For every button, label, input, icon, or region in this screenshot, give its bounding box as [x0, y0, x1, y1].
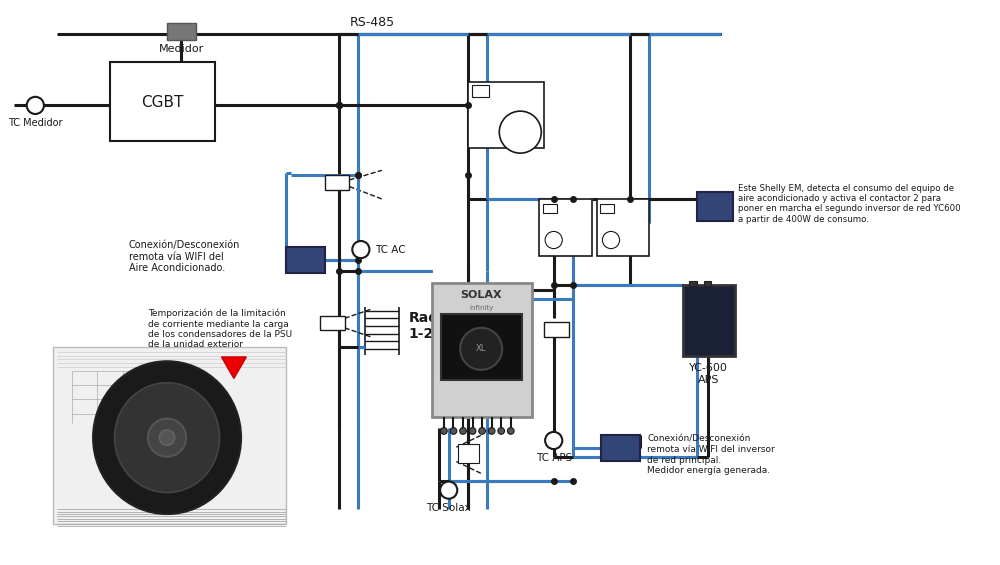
Circle shape	[545, 432, 562, 449]
Bar	[286, 247, 325, 273]
Text: TC Solax: TC Solax	[426, 502, 471, 512]
Ellipse shape	[93, 361, 241, 514]
Circle shape	[148, 419, 186, 457]
Bar	[689, 281, 697, 286]
Circle shape	[602, 232, 620, 249]
Bar	[432, 283, 532, 416]
Bar	[441, 314, 522, 380]
Circle shape	[507, 428, 514, 434]
Circle shape	[498, 428, 505, 434]
Text: SOLAX: SOLAX	[460, 290, 502, 301]
Circle shape	[460, 428, 466, 434]
Circle shape	[488, 428, 495, 434]
Circle shape	[159, 430, 175, 445]
Bar	[704, 281, 711, 286]
Text: RS-485: RS-485	[350, 16, 395, 29]
Bar	[697, 192, 733, 221]
Circle shape	[27, 97, 44, 114]
Text: Radiador
1-2kw: Radiador 1-2kw	[409, 311, 479, 341]
Text: Rel 2: Rel 2	[321, 319, 344, 328]
Circle shape	[545, 232, 562, 249]
Bar	[458, 444, 479, 463]
Bar	[325, 175, 349, 190]
Bar	[53, 347, 286, 524]
Text: XL: XL	[476, 344, 486, 353]
Bar	[167, 23, 196, 41]
Text: Conexión/Desconexión
remota vía WIFI del
Aire Acondicionado.: Conexión/Desconexión remota vía WIFI del…	[129, 240, 240, 273]
Bar	[543, 204, 557, 213]
Text: TC Medidor: TC Medidor	[8, 118, 63, 128]
Bar	[544, 322, 569, 337]
Bar	[320, 316, 345, 330]
Text: Medidor: Medidor	[159, 44, 204, 54]
Bar	[472, 85, 489, 97]
Text: C1: C1	[331, 178, 343, 188]
Bar	[600, 204, 614, 213]
Circle shape	[450, 428, 457, 434]
Circle shape	[352, 241, 369, 258]
Bar	[539, 199, 592, 257]
Text: Temporización de la limitación
de corriente mediante la carga
de los condensador: Temporización de la limitación de corrie…	[148, 308, 292, 350]
Text: Conexión/Desconexión
remota vía WIFI del inversor
de red principal.
Medidor ener: Conexión/Desconexión remota vía WIFI del…	[647, 435, 775, 475]
Text: YC-600
APS: YC-600 APS	[689, 363, 728, 385]
Bar	[110, 63, 215, 141]
Circle shape	[469, 428, 476, 434]
Bar	[683, 285, 735, 357]
Text: TC APS: TC APS	[536, 453, 572, 463]
Text: infinity: infinity	[469, 305, 493, 311]
Bar	[597, 199, 649, 257]
Circle shape	[440, 481, 457, 499]
Ellipse shape	[115, 383, 220, 493]
Circle shape	[441, 428, 447, 434]
Circle shape	[499, 111, 541, 153]
Text: C2: C2	[550, 325, 563, 334]
Circle shape	[479, 428, 485, 434]
Bar	[601, 435, 640, 462]
Text: Este Shelly EM, detecta el consumo del equipo de
aire acondicionado y activa el : Este Shelly EM, detecta el consumo del e…	[738, 184, 961, 224]
Circle shape	[460, 328, 502, 370]
Text: TC AC: TC AC	[375, 245, 406, 255]
Bar	[468, 81, 544, 149]
Text: CGBT: CGBT	[141, 95, 183, 110]
